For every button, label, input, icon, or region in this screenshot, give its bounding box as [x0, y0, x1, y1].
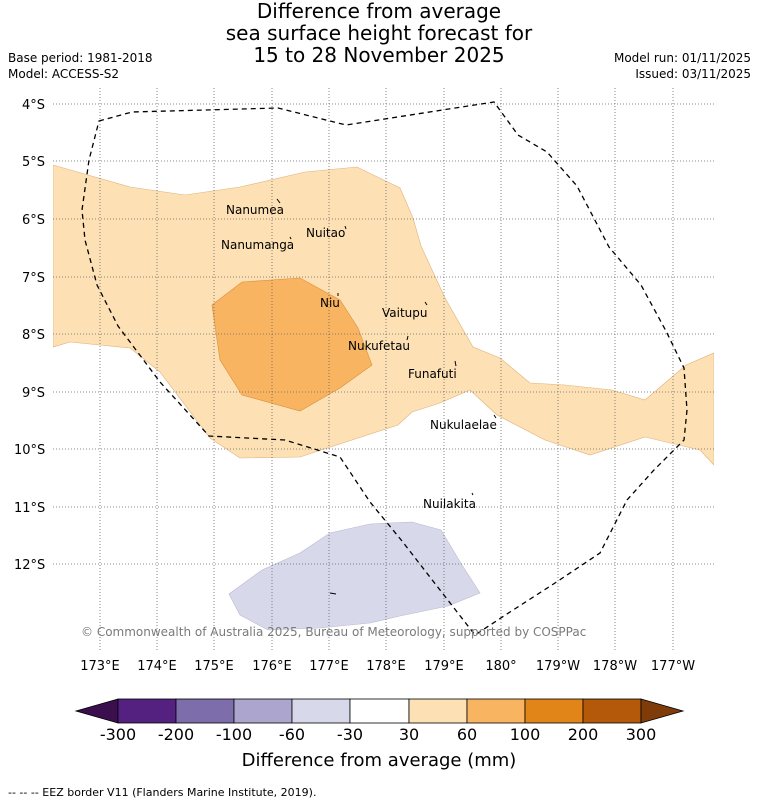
eez-footnote: -- -- -- EEZ border V11 (Flanders Marine…: [8, 786, 317, 799]
colorbar-tick-label: -300: [99, 725, 137, 744]
lon-label: 174°E: [137, 659, 177, 674]
copyright-notice: © Commonwealth of Australia 2025, Bureau…: [81, 625, 586, 639]
colorbar-swatch: [349, 698, 410, 724]
model-run: Model run: 01/11/2025: [613, 51, 751, 65]
lon-label: 179°W: [536, 659, 580, 674]
place-label-nukulaelae: Nukulaelae: [430, 418, 497, 432]
map-title: Difference from average sea surface heig…: [0, 0, 758, 66]
eez-border: [81, 101, 688, 636]
colorbar-swatch: [175, 698, 235, 724]
title-line-2: sea surface height forecast for: [225, 21, 533, 45]
model-run-info: Model run: 01/11/2025 Issued: 03/11/2025: [614, 50, 751, 82]
lat-label: 10°S: [14, 443, 45, 458]
colorbar-title: Difference from average (mm): [241, 750, 517, 771]
island-markers: [276, 198, 497, 595]
colorbar-swatch: [524, 698, 584, 724]
lon-label: 177°W: [651, 659, 695, 674]
map-area: Nanumea Nuitao Nanumanga Niu Vaitupu Nuk…: [53, 88, 714, 650]
place-label-funafuti: Funafuti: [408, 367, 457, 381]
lon-label: 177°E: [309, 659, 349, 674]
lat-label: 4°S: [22, 98, 45, 113]
colorbar-extend-low: [74, 698, 119, 724]
colorbar-tick-label: 300: [625, 725, 657, 744]
colorbar-tick-label: 100: [509, 725, 541, 744]
lon-label: 180°: [485, 659, 516, 674]
lon-label: 178°E: [366, 659, 406, 674]
lat-label: 5°S: [22, 155, 45, 170]
lat-label: 7°S: [22, 271, 45, 286]
colorbar-swatch: [291, 698, 351, 724]
colorbar-tick-label: -100: [215, 725, 253, 744]
colorbar-swatch: [117, 698, 177, 724]
colorbar-swatch: [466, 698, 526, 724]
title-line-3: 15 to 28 November 2025: [253, 43, 505, 67]
colorbar-tick-label: -30: [336, 725, 364, 744]
colorbar-tick-label: 30: [398, 725, 420, 744]
colorbar-tick-label: 60: [456, 725, 478, 744]
lat-label: 9°S: [22, 386, 45, 401]
place-label-nanumanga: Nanumanga: [221, 238, 294, 252]
lon-label: 175°E: [194, 659, 234, 674]
anomaly-region-neg30-neg60: [228, 521, 481, 631]
colorbar-swatch: [408, 698, 468, 724]
lon-label: 178°W: [593, 659, 637, 674]
place-label-vaitupu: Vaitupu: [382, 306, 428, 320]
colorbar-tick-label: 200: [567, 725, 599, 744]
place-label-niu: Niu: [320, 296, 340, 310]
colorbar-swatch: [582, 698, 642, 724]
colorbar-swatch: [233, 698, 293, 724]
issued-date: Issued: 03/11/2025: [635, 67, 751, 81]
anomaly-region-30-60: [53, 164, 714, 466]
colorbar-tick-label: -200: [157, 725, 195, 744]
colorbar-tick-label: -60: [278, 725, 306, 744]
lat-label: 8°S: [22, 328, 45, 343]
colorbar-extend-high: [640, 698, 685, 724]
lat-label: 11°S: [14, 501, 45, 516]
lon-label: 173°E: [80, 659, 120, 674]
lat-label: 12°S: [14, 558, 45, 573]
gridlines: [53, 88, 714, 650]
lon-label: 176°E: [252, 659, 292, 674]
place-label-nanumea: Nanumea: [226, 203, 284, 217]
colorbar: [74, 698, 685, 724]
lat-label: 6°S: [22, 213, 45, 228]
place-label-nuilakita: Nuilakita: [423, 497, 476, 511]
base-period: Base period: 1981-2018: [8, 51, 153, 65]
model-name: Model: ACCESS-S2: [8, 67, 120, 81]
lon-label: 179°E: [424, 659, 464, 674]
title-line-1: Difference from average: [256, 0, 502, 23]
place-label-nukufetau: Nukufetau: [348, 339, 410, 353]
base-period-info: Base period: 1981-2018 Model: ACCESS-S2: [8, 50, 153, 82]
place-label-nuitao: Nuitao: [306, 226, 345, 240]
anomaly-region-60-100: [211, 277, 373, 412]
